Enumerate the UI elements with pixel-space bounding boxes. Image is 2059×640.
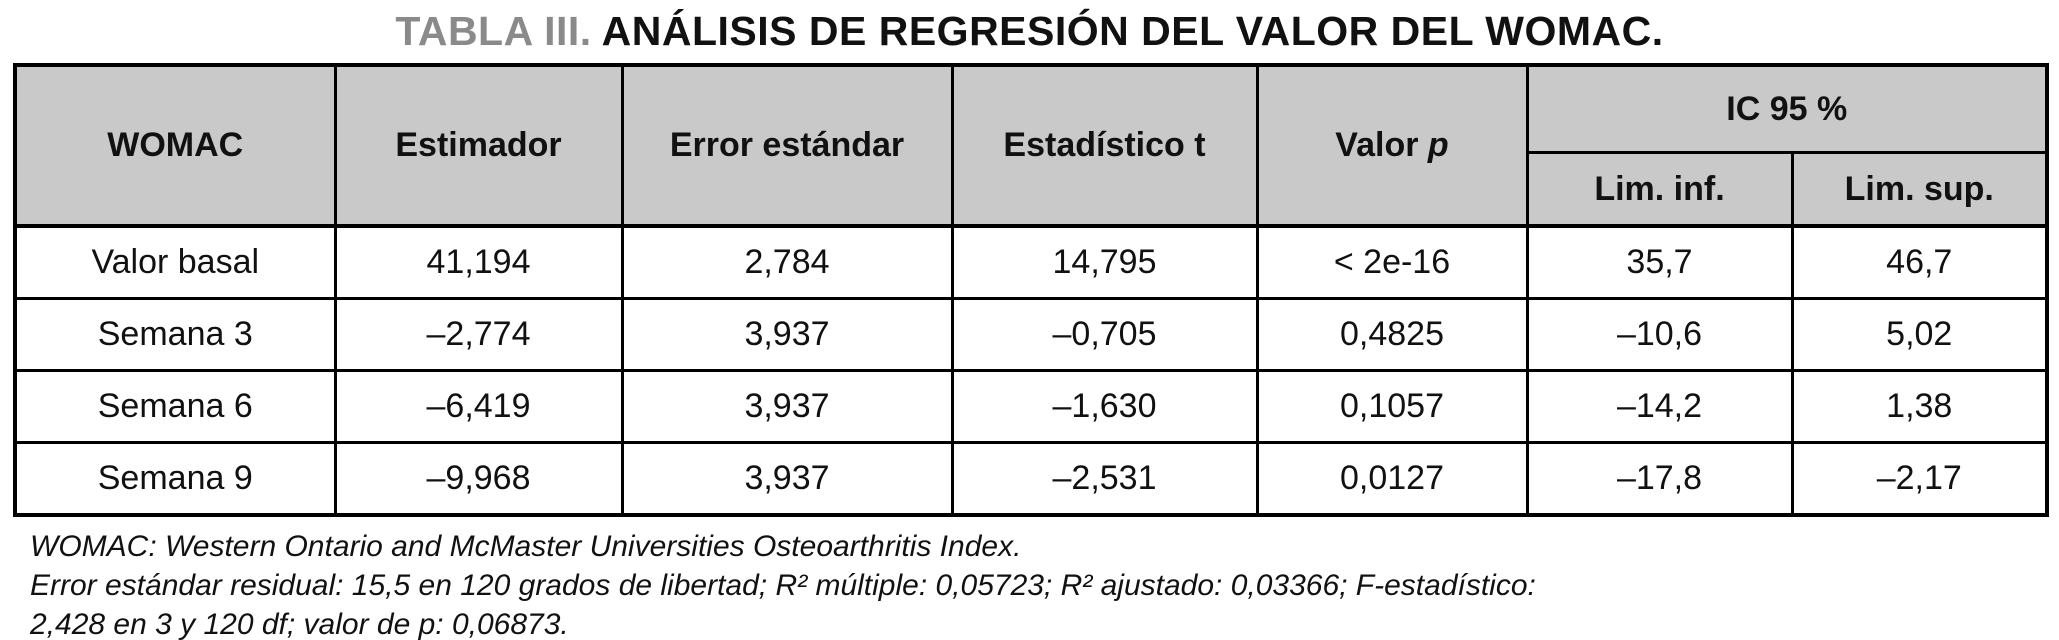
footnote-line: 2,428 en 3 y 120 df; valor de p: 0,06873… xyxy=(30,608,569,640)
table-title-text: ANÁLISIS DE REGRESIÓN DEL VALOR DEL WOMA… xyxy=(601,8,1664,54)
col-header-estadistico-t: Estadístico t xyxy=(950,63,1259,228)
table-title-number: TABLA III. xyxy=(395,8,592,54)
value-cell: 0,4825 xyxy=(1255,297,1529,372)
value-cell: –9,968 xyxy=(333,441,624,517)
row-label: Semana 3 xyxy=(13,297,337,372)
value-cell: –10,6 xyxy=(1525,297,1794,372)
value-cell: 3,937 xyxy=(620,297,954,372)
col-header-estimador: Estimador xyxy=(333,63,624,228)
footnote-line: WOMAC: Western Ontario and McMaster Univ… xyxy=(30,530,1022,563)
value-cell: 3,937 xyxy=(620,369,954,444)
value-cell: 0,1057 xyxy=(1255,369,1529,444)
value-cell: 3,937 xyxy=(620,441,954,517)
value-cell: –14,2 xyxy=(1525,369,1794,444)
regression-table: WOMAC Estimador Error estándar Estadísti… xyxy=(13,63,2050,517)
value-cell: 35,7 xyxy=(1525,224,1794,300)
value-cell: 5,02 xyxy=(1790,297,2049,372)
table-body: Valor basal 41,194 2,784 14,795 < 2e-16 … xyxy=(13,224,2049,517)
col-header-lim-sup: Lim. sup. xyxy=(1790,151,2049,228)
value-cell: –17,8 xyxy=(1525,441,1794,517)
table-row: Valor basal 41,194 2,784 14,795 < 2e-16 … xyxy=(13,224,2049,300)
col-header-error-estandar: Error estándar xyxy=(620,63,954,228)
value-cell: 46,7 xyxy=(1790,224,2049,300)
col-header-ic95: IC 95 % xyxy=(1525,63,2049,154)
value-cell: –1,630 xyxy=(950,369,1259,444)
value-cell: 41,194 xyxy=(333,224,624,300)
footnote-line: Error estándar residual: 15,5 en 120 gra… xyxy=(30,569,1536,602)
row-label: Semana 6 xyxy=(13,369,337,444)
row-label: Semana 9 xyxy=(13,441,337,517)
value-cell: 1,38 xyxy=(1790,369,2049,444)
table-footnotes: WOMAC: Western Ontario and McMaster Univ… xyxy=(30,527,2039,640)
value-cell: –0,705 xyxy=(950,297,1259,372)
col-header-lim-inf: Lim. inf. xyxy=(1525,151,1794,228)
value-cell: 2,784 xyxy=(620,224,954,300)
table-row: Semana 6 –6,419 3,937 –1,630 0,1057 –14,… xyxy=(13,369,2049,444)
value-cell: –2,17 xyxy=(1790,441,2049,517)
value-cell: –6,419 xyxy=(333,369,624,444)
table-header: WOMAC Estimador Error estándar Estadísti… xyxy=(13,63,2049,228)
valor-p-variable: p xyxy=(1427,126,1449,164)
col-header-womac: WOMAC xyxy=(13,63,337,228)
value-cell: –2,774 xyxy=(333,297,624,372)
value-cell: 14,795 xyxy=(950,224,1259,300)
value-cell: 0,0127 xyxy=(1255,441,1529,517)
row-label: Valor basal xyxy=(13,224,337,300)
table-row: Semana 9 –9,968 3,937 –2,531 0,0127 –17,… xyxy=(13,441,2049,517)
value-cell: < 2e-16 xyxy=(1255,224,1529,300)
valor-p-prefix: Valor xyxy=(1335,126,1419,164)
value-cell: –2,531 xyxy=(950,441,1259,517)
col-header-valor-p: Valor p xyxy=(1255,63,1529,228)
table-row: Semana 3 –2,774 3,937 –0,705 0,4825 –10,… xyxy=(13,297,2049,372)
table-title: TABLA III. ANÁLISIS DE REGRESIÓN DEL VALO… xyxy=(0,0,2059,55)
